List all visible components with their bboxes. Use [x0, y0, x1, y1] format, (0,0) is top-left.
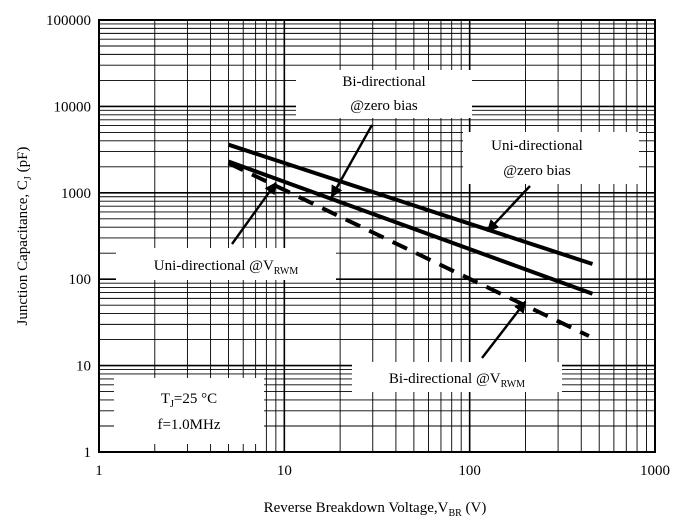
annotation-layer: Bi-directional @zero bias Uni-directional @… — [114, 70, 639, 444]
bi-zero-label-line-2: @zero bias — [350, 98, 418, 114]
y-tick-label: 1 — [84, 445, 92, 461]
bi-vrwm-label-box — [352, 362, 562, 392]
y-tick-label: 100 — [69, 272, 92, 288]
bi-zero-label-line-1: Bi-directional — [342, 74, 425, 90]
uni-vrwm-label-arrow — [231, 181, 277, 245]
series-line-bi-zero — [227, 159, 594, 296]
uni-zero-label-arrow — [486, 185, 531, 233]
x-tick-label: 1 — [95, 463, 103, 479]
conditions-label-box — [114, 378, 264, 444]
bi-vrwm-label-arrow — [481, 300, 527, 359]
bi-zero-label-arrow — [330, 124, 374, 198]
y-tick-label: 1000 — [61, 186, 91, 202]
uni-vrwm-label-line-1: Uni-directional @VRWM — [154, 258, 299, 277]
y-axis-title: Junction Capacitance, CJ (pF) — [15, 147, 34, 326]
uni-zero-label-line-1: Uni-directional — [491, 138, 583, 154]
series-line-uni-vrwm — [227, 161, 590, 338]
y-tick-label: 10 — [76, 359, 91, 375]
conditions-label-line-1: TJ=25 °C — [161, 391, 217, 410]
uni-zero-label-line-2: @zero bias — [503, 163, 571, 179]
x-tick-label: 100 — [458, 463, 481, 479]
series-layer — [227, 142, 594, 338]
axis-titles: Reverse Breakdown Voltage,VBR (V) Junctio… — [15, 147, 486, 519]
y-tick-label: 100000 — [46, 13, 91, 29]
plot-frame — [98, 19, 656, 453]
bi-zero-label-box — [296, 70, 472, 118]
x-tick-label: 10 — [277, 463, 292, 479]
x-tick-label: 1000 — [640, 463, 670, 479]
y-tick-label: 10000 — [54, 99, 92, 115]
bi-vrwm-label-line-1: Bi-directional @VRWM — [389, 371, 525, 390]
conditions-label-line-2: f=1.0MHz — [157, 417, 220, 433]
uni-zero-label-box — [463, 132, 639, 184]
tick-labels: 1 10 100 1000 1 10 100 1000 10000 100000 — [46, 13, 670, 479]
uni-vrwm-label-box — [116, 248, 336, 280]
x-axis-title: Reverse Breakdown Voltage,VBR (V) — [264, 500, 487, 519]
series-line-uni-zero — [227, 142, 594, 266]
